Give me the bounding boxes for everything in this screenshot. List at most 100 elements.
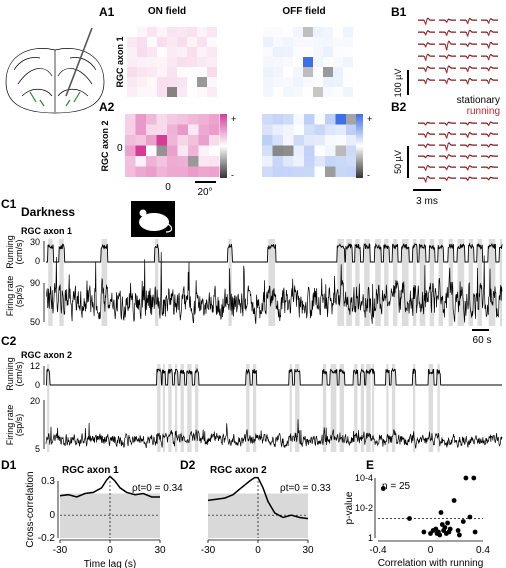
rf-pixel [207, 57, 217, 67]
panel-label-d2: D2 [180, 458, 196, 472]
rf-pixel [167, 166, 178, 177]
on-colorbar-minus: - [231, 170, 234, 180]
rf-pixel [283, 47, 293, 57]
rf-pixel [343, 77, 353, 87]
rf-pixel [272, 124, 283, 135]
c1-running-epochs [48, 239, 502, 326]
running-epoch [48, 239, 53, 326]
rf-pixel [127, 87, 137, 97]
c2-run-tick-top: 12 [30, 361, 40, 371]
rf-pixel [127, 37, 137, 47]
rf-pixel [304, 145, 315, 156]
panel-label-b2: B2 [391, 100, 407, 114]
c2-running-label: Running [5, 357, 15, 391]
rf-pixel [157, 87, 167, 97]
mouse-icon [131, 201, 175, 237]
rf-pixel [125, 145, 136, 156]
rf-pixel [346, 124, 357, 135]
rf-pixel [156, 166, 167, 177]
rf-pixel [272, 114, 283, 125]
running-epoch [371, 364, 375, 452]
waveform-running [481, 18, 498, 25]
rf-pixel [147, 77, 157, 87]
rf-pixel [263, 47, 273, 57]
rf-map-off-axon2 [262, 114, 357, 177]
waveform-running [481, 66, 498, 72]
waveform-running [418, 143, 435, 149]
rf-pixel [314, 135, 325, 146]
waveform-running [481, 155, 498, 159]
rf-pixel [167, 124, 178, 135]
running-epoch [499, 239, 502, 326]
rf-pixel [273, 57, 283, 67]
correlation-line [207, 476, 309, 520]
rf-pixel [188, 124, 199, 135]
waveform-running [481, 54, 498, 61]
rf-pixel [198, 135, 209, 146]
waveform-running [460, 154, 477, 160]
c2-title: RGC axon 2 [21, 350, 72, 360]
rf-pixel [177, 114, 188, 125]
running-epoch [413, 239, 417, 326]
c2-running-unit: (cm/s) [14, 362, 24, 387]
waveforms-axon1 [418, 17, 498, 85]
rf-pixel [198, 124, 209, 135]
c2-rate-tick-top: 20 [30, 396, 40, 406]
rf-pixel [125, 114, 136, 125]
waveform-running [439, 65, 456, 75]
rf-pixel [262, 135, 273, 146]
waveform-running [418, 42, 435, 48]
rf-pixel [137, 37, 147, 47]
x-tick-label: -30 [53, 545, 68, 556]
rf-pixel [135, 135, 146, 146]
rf-pixel [187, 87, 197, 97]
waveform-running [439, 19, 456, 24]
rf-pixel [125, 166, 136, 177]
waveform-running [460, 122, 477, 126]
waveform-running [439, 177, 456, 182]
rf-pixel [304, 135, 315, 146]
rf-pixel [127, 27, 137, 37]
rf-pixel [283, 166, 294, 177]
rf-pixel [325, 114, 336, 125]
rf-pixel [188, 135, 199, 146]
rf-pixel [273, 27, 283, 37]
rf-pixel [157, 67, 167, 77]
rf-scale-label: 20° [197, 187, 212, 198]
rf-pixel [207, 67, 217, 77]
rf-pixel [147, 67, 157, 77]
y-tick-label: 0.3 [41, 476, 55, 487]
rf-pixel [177, 145, 188, 156]
y-axis-label: p-value [344, 491, 355, 524]
rf-pixel [156, 156, 167, 167]
rf-pixel [187, 47, 197, 57]
rf-pixel [346, 156, 357, 167]
rf-pixel [167, 57, 177, 67]
waveform-running [460, 165, 477, 171]
waveform-running [439, 40, 456, 51]
running-epoch [375, 239, 381, 326]
rf-pixel [125, 124, 136, 135]
b1-voltage-scale-label: 100 µV [393, 69, 403, 98]
rf-pixel [293, 156, 304, 167]
x-tick-label: 0 [428, 545, 434, 556]
panel-label-a2: A2 [99, 100, 115, 114]
rf-pixel [273, 37, 283, 47]
running-epoch [401, 239, 409, 326]
rf-pixel [293, 87, 303, 97]
x-tick-label: 0.4 [476, 545, 490, 556]
rf-pixel [127, 57, 137, 67]
running-epoch [339, 364, 344, 452]
rf-pixel [177, 67, 187, 77]
rf-pixel [197, 57, 207, 67]
rf-pixel [333, 27, 343, 37]
rf-pixel [157, 47, 167, 57]
rf-pixel [127, 67, 137, 77]
rf-pixel [263, 77, 273, 87]
rf-pixel [333, 87, 343, 97]
rf-pixel [314, 114, 325, 125]
rf-pixel [323, 57, 333, 67]
rf-pixel [314, 166, 325, 177]
rf-pixel [167, 77, 177, 87]
c2-rate-unit: (sp/s) [14, 414, 24, 437]
